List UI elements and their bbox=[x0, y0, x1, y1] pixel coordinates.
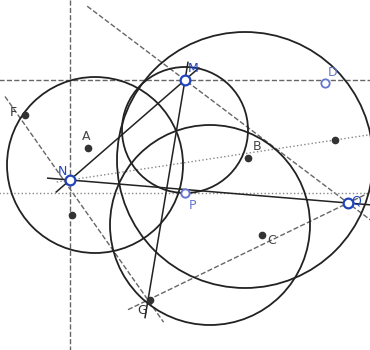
Text: M: M bbox=[188, 62, 199, 75]
Text: G: G bbox=[137, 304, 147, 317]
Text: D: D bbox=[328, 66, 338, 79]
Text: P: P bbox=[189, 199, 196, 212]
Text: Q: Q bbox=[351, 195, 361, 208]
Text: A: A bbox=[82, 130, 91, 142]
Text: C: C bbox=[267, 233, 276, 246]
Text: F: F bbox=[10, 105, 17, 119]
Text: B: B bbox=[253, 140, 262, 153]
Text: N: N bbox=[58, 165, 67, 178]
